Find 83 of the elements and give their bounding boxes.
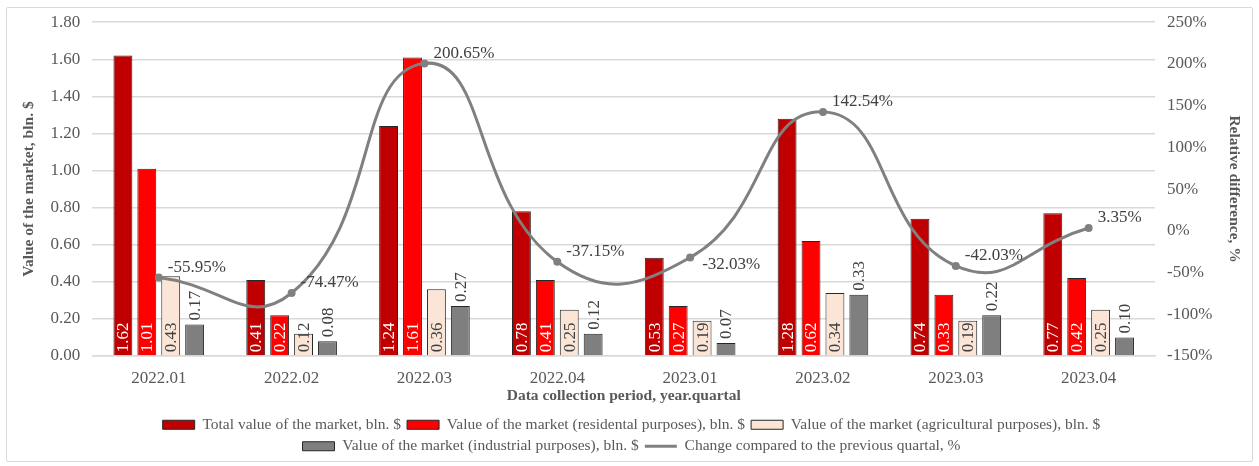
x-tick-label: 2022.01 — [131, 367, 187, 387]
data-label: 0.25 — [1091, 322, 1111, 353]
y2-tick-label: -150% — [1167, 345, 1213, 365]
data-label: 0.08 — [317, 307, 337, 338]
data-label: 0.74 — [910, 322, 930, 353]
y-tick-label: 0.80 — [50, 197, 81, 217]
data-label: 0.36 — [426, 322, 446, 353]
legend-label: Change compared to the previous quartal, % — [684, 436, 961, 454]
y2-tick-label: 100% — [1167, 136, 1207, 156]
data-label: 1.61 — [402, 322, 422, 353]
data-label: 0.27 — [450, 271, 470, 302]
data-label: 0.19 — [692, 322, 712, 353]
x-tick-label: 2023.03 — [928, 367, 984, 387]
x-tick-label: 2022.04 — [529, 367, 586, 387]
x-tick-label: 2022.03 — [396, 367, 453, 387]
y-tick-label: 1.60 — [50, 48, 81, 68]
data-label: 0.33 — [849, 261, 869, 291]
point — [1084, 224, 1093, 233]
data-label: 1.01 — [137, 322, 157, 353]
data-label: 0.27 — [668, 322, 688, 353]
legend-label: Total value of the market, bln. $ — [202, 414, 402, 432]
y2-tick-label: 50% — [1167, 178, 1199, 198]
data-label: 0.78 — [511, 322, 531, 353]
x-tick-label: 2023.04 — [1061, 367, 1117, 387]
data-label: 3.35% — [1097, 207, 1142, 227]
data-label: 0.41 — [246, 322, 266, 353]
y2-tick-label: 150% — [1167, 95, 1207, 115]
data-label: 142.54% — [831, 91, 893, 111]
data-label: -55.95% — [167, 256, 226, 276]
data-label: 0.22 — [982, 281, 1002, 312]
data-label: 0.12 — [294, 322, 314, 353]
y-tick-label: 1.40 — [50, 85, 81, 105]
point — [287, 288, 296, 297]
x-tick-label: 2022.02 — [263, 367, 320, 387]
y2-tick-label: -50% — [1167, 262, 1204, 282]
data-label: 0.41 — [535, 322, 555, 353]
y-tick-label: 0.40 — [50, 271, 81, 291]
y-tick-label: 0.00 — [50, 345, 81, 365]
point — [154, 273, 163, 282]
data-label: 0.17 — [185, 290, 205, 321]
x-tick-label: 2023.01 — [662, 367, 718, 387]
data-label: -74.47% — [300, 272, 359, 292]
y-tick-label: 0.60 — [50, 234, 81, 254]
x-tick-label: 2023.02 — [795, 367, 851, 387]
data-label: 0.10 — [1114, 303, 1134, 334]
point — [686, 253, 695, 262]
y-tick-label: 1.00 — [50, 160, 81, 180]
data-label: 1.62 — [113, 322, 133, 353]
x-axis-title: Data collection period, year.quartal — [506, 385, 742, 403]
data-label: -32.03% — [702, 254, 761, 274]
point — [420, 59, 429, 68]
point — [553, 257, 562, 266]
data-label: 1.24 — [379, 322, 399, 353]
data-label: 0.62 — [801, 322, 821, 353]
y2-tick-label: 250% — [1167, 11, 1207, 31]
legend-label: Value of the market (industrial purposes), bln. $ — [342, 436, 640, 455]
y-tick-label: 0.20 — [50, 308, 81, 328]
y2-tick-label: -100% — [1167, 303, 1213, 323]
data-label: -42.03% — [964, 245, 1023, 265]
data-label: 200.65% — [433, 42, 495, 62]
y-tick-label: 1.80 — [50, 11, 81, 31]
data-label: 0.12 — [583, 300, 603, 330]
data-label: 0.25 — [559, 322, 579, 353]
y2-tick-label: 0% — [1167, 220, 1190, 240]
data-label: 0.43 — [161, 322, 181, 353]
data-label: 0.07 — [716, 308, 736, 340]
point — [951, 261, 960, 270]
data-label: 0.42 — [1067, 322, 1087, 353]
point — [818, 107, 827, 116]
legend-label: Value of the market (residental purposes), bln. $ — [446, 414, 746, 433]
data-label: 0.77 — [1043, 322, 1063, 353]
y2-axis-title: Relative difference, % — [1226, 115, 1244, 263]
data-label: 0.22 — [270, 322, 290, 353]
data-label: 1.28 — [777, 322, 797, 353]
data-label: 0.34 — [825, 322, 845, 353]
data-label: 0.19 — [958, 322, 978, 353]
y2-tick-label: 200% — [1167, 53, 1207, 73]
data-label: 0.33 — [934, 322, 954, 353]
data-label: 0.53 — [644, 322, 664, 353]
y-tick-label: 1.20 — [50, 122, 81, 142]
legend-label: Value of the market (agricultural purposes), bln. $ — [790, 414, 1101, 433]
data-label: -37.15% — [566, 241, 625, 261]
y-axis-title: Value of the market, bln. $ — [19, 101, 37, 277]
